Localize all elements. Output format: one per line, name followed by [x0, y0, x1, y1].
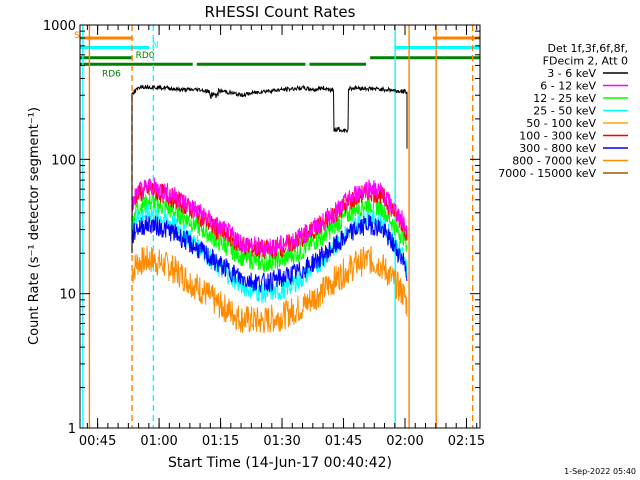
- y-tick-label: 1000: [43, 19, 76, 34]
- legend-label: 12 - 25 keV: [533, 92, 596, 105]
- x-tick-label: 01:00: [140, 434, 177, 449]
- data-series: [131, 84, 408, 334]
- x-axis-label: Start Time (14-Jun-17 00:40:42): [168, 455, 392, 471]
- flag-label-s: S: [74, 31, 80, 41]
- chart-title: RHESSI Count Rates: [205, 3, 356, 21]
- legend-label: 50 - 100 keV: [526, 117, 596, 130]
- flag-label-n: N: [152, 40, 159, 50]
- plot-frame: [79, 24, 481, 429]
- legend-label: 7000 - 15000 keV: [498, 167, 596, 180]
- legend: Det 1f,3f,6f,8f,FDecim 2, Att 03 - 6 keV…: [498, 42, 628, 180]
- series-line-6to12kev: [131, 177, 408, 258]
- legend-label: 6 - 12 keV: [540, 80, 596, 93]
- y-tick-label: 10: [59, 288, 76, 303]
- series-line-12to25kev: [131, 194, 408, 273]
- legend-label: 25 - 50 keV: [533, 105, 596, 118]
- axes: 1 10 100 1000 00:45 01:00 01:15 01:30 01:45 02:00…: [43, 19, 485, 449]
- y-tick-label: 1: [68, 422, 76, 437]
- x-tick-label: 02:00: [386, 434, 423, 449]
- legend-label: 3 - 6 keV: [547, 67, 596, 80]
- y-tick-label: 100: [51, 153, 76, 168]
- y-axis-label: Count Rate (s⁻¹ detector segment⁻¹): [27, 107, 42, 345]
- timestamp: 1-Sep-2022 05:40: [564, 467, 636, 476]
- legend-label: 100 - 300 keV: [519, 130, 596, 143]
- flag-label-rd6: RD6: [102, 69, 121, 79]
- legend-label: 300 - 800 keV: [519, 142, 596, 155]
- x-tick-label: 02:15: [448, 434, 485, 449]
- legend-header: Det 1f,3f,6f,8f,: [547, 42, 628, 55]
- flag-label-rd0: RD0: [136, 51, 155, 61]
- series-line-300to800kev: [131, 214, 408, 293]
- x-tick-label: 00:45: [79, 434, 116, 449]
- x-tick-label: 01:30: [263, 434, 300, 449]
- series-line-3to6kev: [131, 84, 408, 254]
- legend-label: 800 - 7000 keV: [512, 155, 596, 168]
- x-tick-label: 01:45: [325, 434, 362, 449]
- series-line-800to7000kev: [131, 245, 408, 334]
- legend-header: FDecim 2, Att 0: [543, 55, 628, 68]
- x-tick-label: 01:15: [202, 434, 239, 449]
